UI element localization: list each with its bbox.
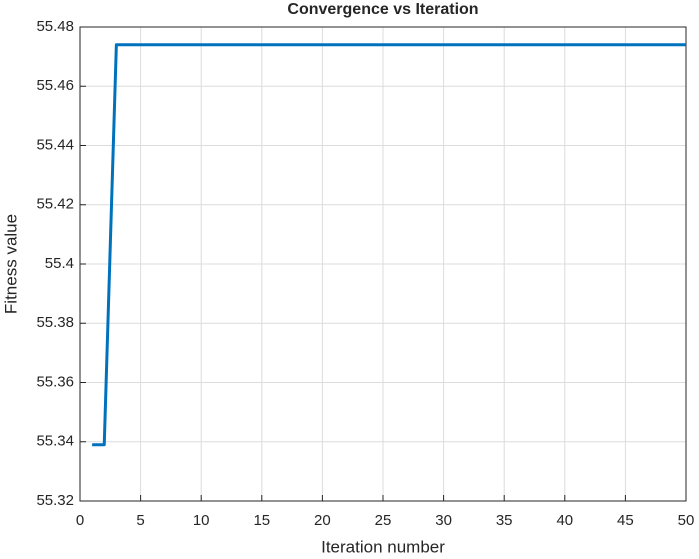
y-tick-label: 55.36 [36,373,74,390]
x-tick-label: 45 [617,512,634,529]
y-tick-label: 55.34 [36,433,74,450]
y-tick-label: 55.38 [36,314,74,331]
x-tick-label: 30 [435,512,452,529]
x-tick-label: 50 [678,512,695,529]
x-tick-label: 0 [76,512,84,529]
y-tick-label: 55.32 [36,492,74,509]
y-axis-label: Fitness value [1,214,20,314]
y-tick-label: 55.44 [36,136,74,153]
chart-title: Convergence vs Iteration [287,1,478,18]
x-tick-label: 10 [193,512,210,529]
x-axis-label: Iteration number [321,537,445,556]
y-tick-label: 55.42 [36,196,74,213]
x-tick-label: 20 [314,512,331,529]
x-tick-label: 35 [496,512,513,529]
data-line [92,43,686,447]
y-tick-label: 55.46 [36,77,74,94]
plot-frame [79,26,687,502]
x-tick-label: 40 [556,512,573,529]
x-tick-label: 5 [136,512,144,529]
x-tick-label: 15 [253,512,270,529]
y-tick-label: 55.4 [45,255,74,272]
y-tick-label: 55.48 [36,18,74,35]
x-tick-label: 25 [375,512,392,529]
